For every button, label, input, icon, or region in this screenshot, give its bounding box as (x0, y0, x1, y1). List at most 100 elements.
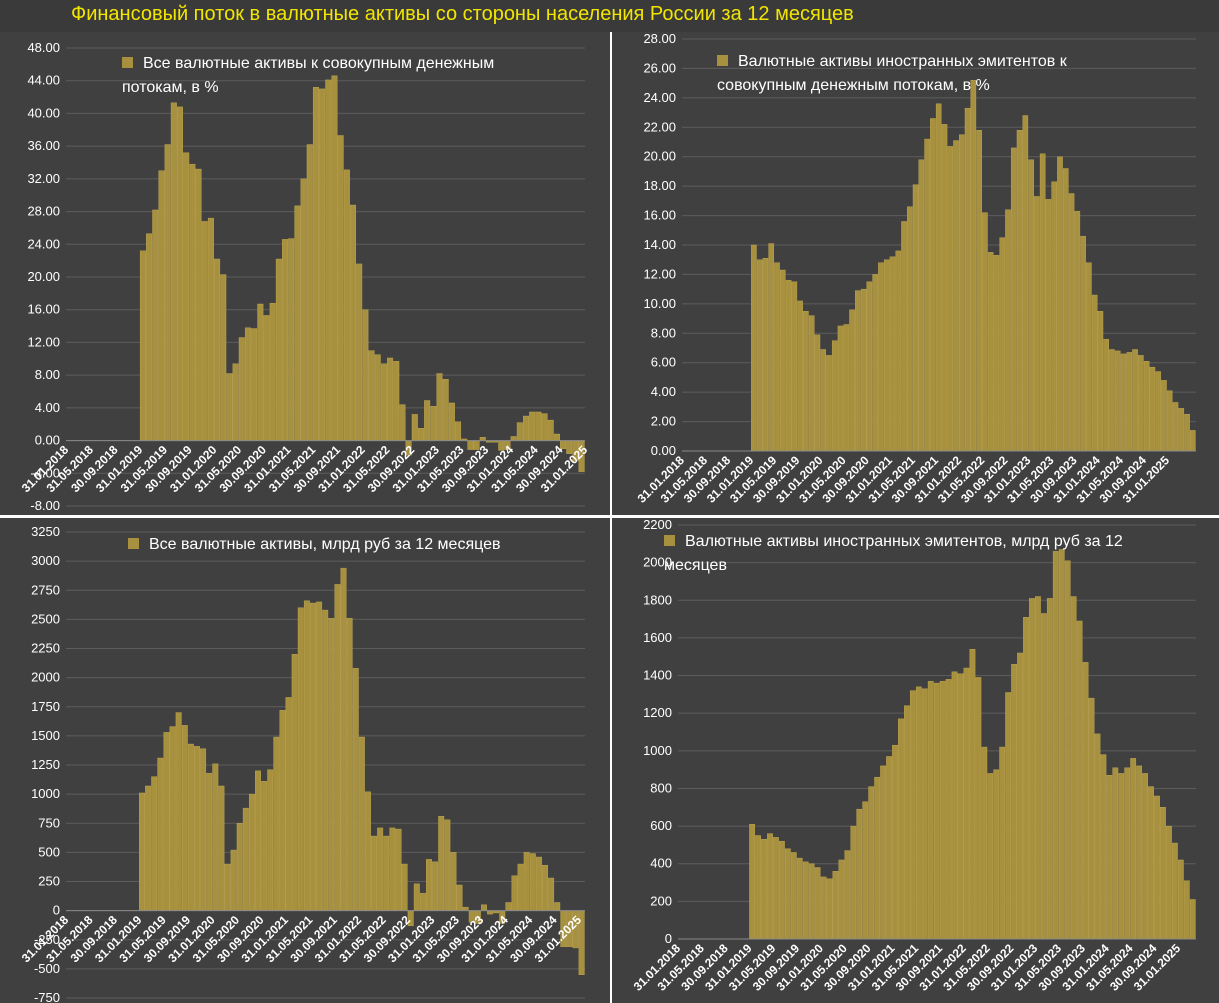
bar (886, 756, 892, 940)
bar (755, 835, 761, 940)
y-tick-label: -4.00 (30, 465, 60, 480)
bar (1016, 130, 1023, 452)
bar (844, 850, 851, 940)
bar (220, 274, 227, 441)
bar (826, 355, 832, 452)
bar (999, 237, 1006, 452)
bar (328, 618, 335, 911)
bar (1029, 598, 1035, 940)
bar (553, 433, 560, 441)
y-tick-label: 20.00 (643, 149, 676, 164)
bar (959, 134, 965, 452)
bar (981, 746, 988, 940)
y-tick-label: 28.00 (643, 32, 676, 46)
bar (1100, 754, 1107, 940)
bar (999, 746, 1006, 940)
bar (218, 785, 225, 911)
bar (784, 848, 791, 940)
legend-swatch (664, 535, 675, 546)
bar (1051, 181, 1057, 452)
bar (331, 75, 338, 441)
bar (838, 859, 845, 940)
y-tick-label: 1600 (643, 630, 672, 645)
bar (924, 138, 930, 452)
bar (1149, 366, 1156, 452)
y-tick-label: 12.00 (27, 334, 60, 349)
bar (352, 668, 359, 911)
bar (529, 411, 536, 441)
y-tick-label: 0 (665, 931, 672, 946)
y-tick-label: 32.00 (27, 171, 60, 186)
bar (194, 746, 200, 911)
bar (1136, 765, 1143, 940)
y-tick-label: 1400 (643, 668, 672, 683)
legend-label: Все валютные активы к совокупным денежны… (122, 55, 495, 96)
bar (455, 421, 462, 441)
y-tick-label: 16.00 (643, 208, 676, 223)
bar (895, 250, 902, 452)
chart-panel-foreign-fx-share: 0.00 2.00 4.00 6.00 8.00 10.00 12.00 14.00 16.00… (612, 32, 1219, 515)
bar (1114, 350, 1121, 452)
y-tick-label: 24.00 (27, 236, 60, 251)
bar (282, 239, 289, 441)
bar (419, 892, 426, 911)
bar (850, 825, 857, 940)
bar (933, 682, 940, 940)
y-tick-label: 22.00 (643, 119, 676, 134)
bar (201, 221, 208, 441)
bar (163, 732, 170, 911)
bar (1126, 352, 1133, 452)
legend-label: Все валютные активы, млрд руб за 12 меся… (149, 536, 501, 553)
bar (164, 144, 171, 441)
y-tick-label: 2000 (31, 670, 60, 685)
bar (523, 852, 530, 911)
bar (303, 600, 310, 911)
y-tick-label: 250 (38, 874, 60, 889)
bar (389, 827, 396, 911)
y-tick-label: 500 (38, 844, 60, 859)
bar (975, 677, 982, 940)
bar (248, 793, 255, 911)
bar (918, 159, 925, 452)
bar (860, 288, 867, 452)
y-tick-label: 18.00 (643, 178, 676, 193)
bar (206, 772, 213, 911)
bar (214, 258, 221, 441)
bar (542, 864, 548, 911)
chart-svg-foreign-fx-share: 0.00 2.00 4.00 6.00 8.00 10.00 12.00 14.00 16.00… (635, 32, 1196, 506)
bar (910, 690, 916, 940)
bar (993, 255, 1000, 452)
y-tick-label: 0.00 (35, 433, 60, 448)
bar (1124, 767, 1131, 940)
bar (169, 726, 176, 911)
y-tick-label: 40.00 (27, 105, 60, 120)
y-tick-label: 48.00 (27, 40, 60, 55)
bar (511, 875, 518, 911)
legend-all-fx-share: Все валютные активы к совокупным денежны… (122, 52, 542, 100)
y-tick-label: 14.00 (643, 237, 676, 252)
bar (207, 217, 214, 441)
y-tick-label: 4.00 (35, 400, 60, 415)
bar (413, 883, 420, 911)
bar (1045, 199, 1052, 452)
bar (820, 876, 827, 940)
bar (267, 769, 274, 911)
bar (310, 602, 316, 911)
bar (438, 816, 445, 911)
bar (814, 867, 821, 940)
bar (1138, 355, 1144, 452)
bar (982, 212, 988, 452)
bar (941, 124, 948, 452)
bar (275, 258, 282, 441)
bar (279, 710, 286, 911)
bar (1035, 596, 1041, 940)
y-tick-label: 750 (38, 815, 60, 830)
bar (1178, 408, 1185, 452)
bar (535, 411, 542, 441)
bar (774, 262, 780, 452)
bar (751, 244, 757, 452)
bar (374, 354, 381, 441)
bar (516, 422, 523, 441)
y-tick-label: 3000 (31, 553, 60, 568)
y-tick-label: 400 (650, 856, 672, 871)
